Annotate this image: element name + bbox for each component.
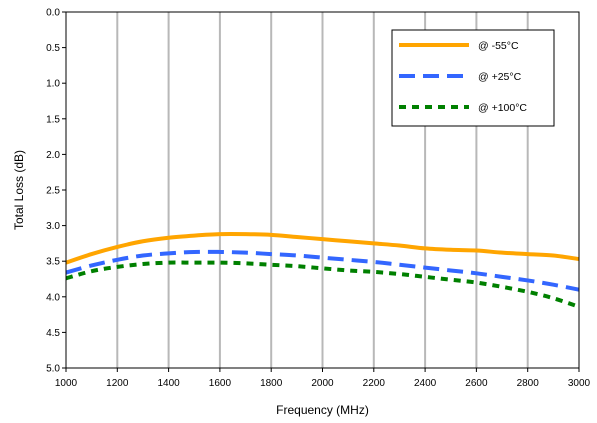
x-axis-title: Frequency (MHz) bbox=[276, 403, 369, 417]
y-tick-label: 4.5 bbox=[46, 328, 60, 339]
y-tick-label: 1.5 bbox=[46, 114, 60, 125]
legend-label-plus-25c: @ +25°C bbox=[478, 71, 522, 83]
x-tick-label: 2600 bbox=[465, 378, 488, 389]
y-tick-label: 3.5 bbox=[46, 257, 60, 268]
y-tick-label: 2.5 bbox=[46, 186, 60, 197]
x-tick-label: 1400 bbox=[157, 378, 180, 389]
y-tick-label: 3.0 bbox=[46, 221, 60, 232]
x-tick-label: 3000 bbox=[568, 378, 591, 389]
x-tick-label: 1800 bbox=[260, 378, 283, 389]
x-axis-ticks: 1000 1200 1400 1600 1800 2000 2200 2400 2600 2800… bbox=[55, 368, 591, 389]
y-axis-ticks: 0.0 0.5 1.0 1.5 2.0 2.5 3.0 3.5 4.0 4.5 5.0 bbox=[46, 8, 66, 375]
y-tick-label: 2.0 bbox=[46, 150, 60, 161]
y-tick-label: 1.0 bbox=[46, 79, 60, 90]
data-series bbox=[65, 232, 580, 309]
series-line-plus-25c bbox=[65, 249, 580, 292]
legend: @ -55°C @ +25°C @ +100°C bbox=[391, 29, 555, 127]
legend-label-plus-100c: @ +100°C bbox=[478, 102, 527, 114]
series-line-minus-55c bbox=[65, 232, 580, 265]
y-tick-label: 0.0 bbox=[46, 8, 60, 19]
x-tick-label: 2200 bbox=[363, 378, 386, 389]
x-tick-label: 2800 bbox=[517, 378, 540, 389]
x-tick-label: 1000 bbox=[55, 378, 78, 389]
series-line-plus-100c bbox=[65, 260, 580, 309]
y-tick-label: 0.5 bbox=[46, 43, 60, 54]
x-tick-label: 1600 bbox=[209, 378, 232, 389]
x-tick-label: 2400 bbox=[414, 378, 437, 389]
y-axis-title: Total Loss (dB) bbox=[12, 150, 26, 230]
y-tick-label: 5.0 bbox=[46, 364, 60, 375]
y-tick-label: 4.0 bbox=[46, 292, 60, 303]
x-tick-label: 2000 bbox=[311, 378, 334, 389]
x-tick-label: 1200 bbox=[106, 378, 129, 389]
legend-label-minus-55c: @ -55°C bbox=[478, 40, 519, 52]
